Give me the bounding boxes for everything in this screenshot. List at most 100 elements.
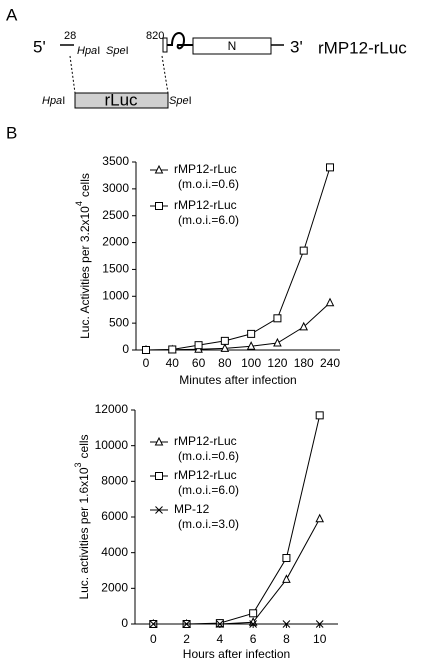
marker xyxy=(246,341,256,350)
insert-label: rLuc xyxy=(104,90,138,109)
legend-marker xyxy=(155,472,163,480)
x-tick-label: 80 xyxy=(218,356,232,370)
y-axis-label: Luc. Activities per 3.2x104 cells xyxy=(74,173,92,339)
y-label-unit: cells xyxy=(78,173,92,197)
site-roman: I xyxy=(126,45,129,57)
position: 28 xyxy=(64,30,76,42)
marker xyxy=(315,411,324,420)
y-tick-label: 2000 xyxy=(101,581,128,595)
marker xyxy=(326,163,334,172)
x-tick-label: 120 xyxy=(267,356,287,370)
legend-note: (m.o.i.=3.0) xyxy=(178,517,239,531)
y-tick-label: 0 xyxy=(122,342,129,356)
position: 820 xyxy=(146,30,164,42)
site-label: HpaI xyxy=(42,95,65,107)
y-label-exp: 3 xyxy=(73,462,83,467)
legend-label: rMP12-rLuc xyxy=(174,198,237,212)
marker xyxy=(273,314,282,323)
x-tick-label: 2 xyxy=(183,632,190,646)
y-tick-label: 0 xyxy=(121,616,128,630)
site-roman: I xyxy=(97,45,100,57)
marker xyxy=(299,321,309,331)
y-axis-label: Luc. activities per 1.6x103 cells xyxy=(73,434,91,599)
series-line xyxy=(145,302,331,351)
y-tick-label: 1000 xyxy=(102,288,129,302)
marker xyxy=(182,620,191,628)
legend-note: (m.o.i.=0.6) xyxy=(178,177,239,191)
site-label: SpeI xyxy=(169,95,192,107)
marker xyxy=(194,341,203,350)
marker xyxy=(282,620,291,628)
y-tick-label: 4000 xyxy=(101,545,128,559)
genome-diagram: 5' 28 HpaI SpeI 820 N 3' rMP12-rLuc rLuc… xyxy=(33,30,407,110)
y-tick-label: 2500 xyxy=(102,208,129,222)
dashed-line xyxy=(161,55,169,94)
site-label: SpeI xyxy=(106,45,129,57)
dashed-line xyxy=(69,55,76,94)
five-prime: 5' xyxy=(33,37,46,56)
y-tick-label: 8000 xyxy=(101,474,128,488)
panel-label: B xyxy=(6,123,17,142)
marker xyxy=(315,513,325,523)
x-tick-label: 100 xyxy=(241,356,261,370)
site-italic: Spe xyxy=(169,95,189,107)
legend-note: (m.o.i.=0.6) xyxy=(178,449,239,463)
series-line xyxy=(153,518,321,625)
x-axis-label: Hours after infection xyxy=(183,647,290,661)
marker xyxy=(247,329,256,338)
loop xyxy=(167,32,193,50)
legend-marker xyxy=(155,506,163,514)
x-tick-label: 8 xyxy=(283,632,290,646)
y-tick-label: 3500 xyxy=(102,154,129,168)
segment-box xyxy=(162,37,168,53)
y-tick-label: 1500 xyxy=(102,262,129,276)
x-tick-label: 40 xyxy=(166,356,180,370)
legend-label: rMP12-rLuc xyxy=(174,468,237,482)
marker xyxy=(216,620,224,628)
site-italic: Spe xyxy=(106,45,126,57)
marker xyxy=(149,620,158,628)
legend-label: rMP12-rLuc xyxy=(174,434,237,448)
marker xyxy=(282,574,291,583)
y-tick-label: 2000 xyxy=(102,235,129,249)
x-tick-label: 0 xyxy=(143,356,150,370)
legend-note: (m.o.i.=6.0) xyxy=(178,213,239,227)
legend-marker xyxy=(154,164,164,174)
three-prime: 3' xyxy=(290,37,303,56)
marker xyxy=(282,554,291,563)
site-roman: I xyxy=(62,95,65,107)
legend-marker xyxy=(155,202,163,210)
marker xyxy=(249,620,257,628)
n-box xyxy=(192,37,272,55)
y-tick-label: 6000 xyxy=(101,509,128,523)
marker xyxy=(299,246,308,255)
x-tick-label: 240 xyxy=(320,356,340,370)
y-tick-label: 10000 xyxy=(95,438,129,452)
marker xyxy=(168,345,177,354)
y-label-base: Luc. activities per 1.6x10 xyxy=(77,467,91,599)
y-label-base: Luc. Activities per 3.2x10 xyxy=(78,206,92,339)
x-tick-label: 180 xyxy=(294,356,314,370)
marker xyxy=(315,620,324,628)
legend-label: MP-12 xyxy=(174,502,210,516)
marker xyxy=(215,619,224,628)
site-label: HpaI xyxy=(77,45,100,57)
y-label-exp: 4 xyxy=(74,201,84,206)
marker xyxy=(273,337,282,347)
y-label-unit: cells xyxy=(77,434,91,458)
legend-note: (m.o.i.=6.0) xyxy=(178,483,239,497)
legend-label: rMP12-rLuc xyxy=(174,162,237,176)
marker xyxy=(142,346,150,354)
site-italic: Hpa xyxy=(77,45,97,57)
y-tick-label: 12000 xyxy=(95,402,129,416)
x-axis-label: Minutes after infection xyxy=(179,373,296,387)
series-line xyxy=(145,167,331,351)
y-tick-label: 500 xyxy=(109,315,129,329)
marker xyxy=(220,336,229,345)
x-tick-label: 4 xyxy=(217,632,224,646)
marker xyxy=(249,609,258,618)
y-tick-label: 3000 xyxy=(102,181,129,195)
x-tick-label: 10 xyxy=(313,632,327,646)
x-tick-label: 0 xyxy=(150,632,157,646)
